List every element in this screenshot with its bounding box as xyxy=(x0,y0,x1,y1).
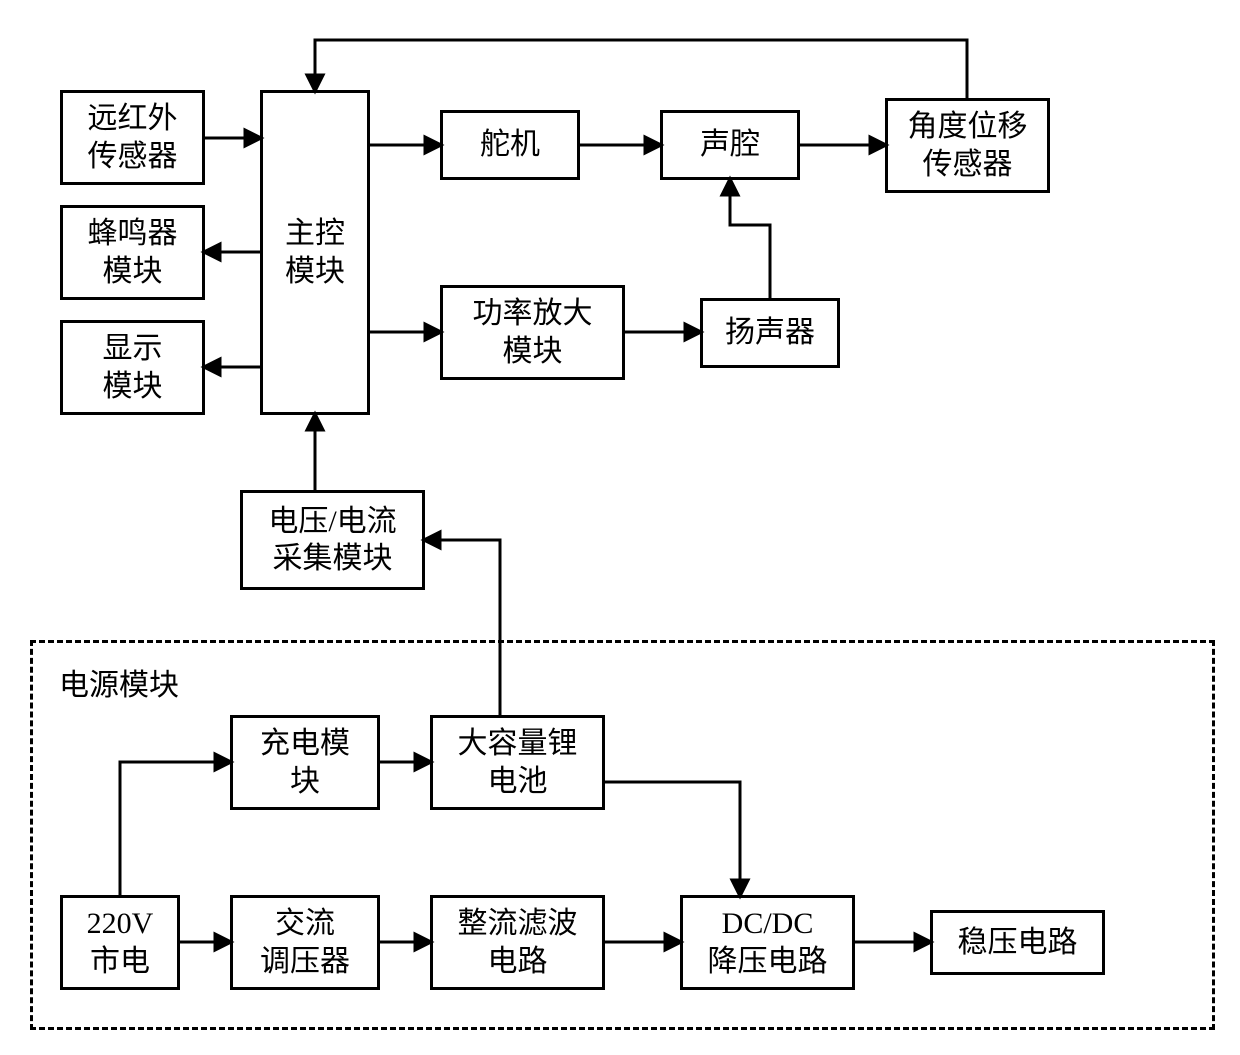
node-label: DC/DC降压电路 xyxy=(708,905,828,980)
node-angle-sensor: 角度位移传感器 xyxy=(885,98,1050,193)
node-li-battery: 大容量锂电池 xyxy=(430,715,605,810)
node-label: 蜂鸣器模块 xyxy=(88,215,178,290)
node-label: 显示模块 xyxy=(103,330,163,405)
node-ir-sensor: 远红外传感器 xyxy=(60,90,205,185)
node-label: 220V市电 xyxy=(87,905,154,980)
node-vc-collect: 电压/电流采集模块 xyxy=(240,490,425,590)
node-power-amp: 功率放大模块 xyxy=(440,285,625,380)
node-buzzer: 蜂鸣器模块 xyxy=(60,205,205,300)
node-speaker: 扬声器 xyxy=(700,298,840,368)
node-voltage-reg: 稳压电路 xyxy=(930,910,1105,975)
edge xyxy=(730,180,770,298)
node-main-ctrl: 主控模块 xyxy=(260,90,370,415)
node-dcdc: DC/DC降压电路 xyxy=(680,895,855,990)
node-charge: 充电模块 xyxy=(230,715,380,810)
power-module-label: 电源模块 xyxy=(55,660,183,704)
node-label: 声腔 xyxy=(700,126,760,164)
node-mains: 220V市电 xyxy=(60,895,180,990)
node-label: 舵机 xyxy=(480,126,540,164)
node-rectifier: 整流滤波电路 xyxy=(430,895,605,990)
node-label: 扬声器 xyxy=(725,314,815,352)
node-label: 远红外传感器 xyxy=(88,100,178,175)
node-cavity: 声腔 xyxy=(660,110,800,180)
node-label: 电压/电流采集模块 xyxy=(268,503,396,578)
node-label: 整流滤波电路 xyxy=(458,905,578,980)
node-label: 角度位移传感器 xyxy=(908,108,1028,183)
node-display: 显示模块 xyxy=(60,320,205,415)
node-label: 功率放大模块 xyxy=(473,295,593,370)
node-servo: 舵机 xyxy=(440,110,580,180)
node-ac-regulator: 交流调压器 xyxy=(230,895,380,990)
node-label: 充电模块 xyxy=(260,725,350,800)
node-label: 交流调压器 xyxy=(260,905,350,980)
node-label: 大容量锂电池 xyxy=(458,725,578,800)
node-label: 稳压电路 xyxy=(958,924,1078,962)
node-label: 主控模块 xyxy=(285,215,345,290)
edge xyxy=(315,40,967,98)
